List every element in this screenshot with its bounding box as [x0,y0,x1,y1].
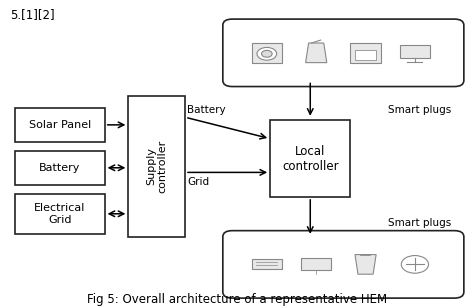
Text: Grid: Grid [187,177,210,187]
Text: Battery: Battery [187,104,226,115]
FancyBboxPatch shape [355,50,376,60]
FancyBboxPatch shape [252,43,282,63]
FancyBboxPatch shape [252,259,282,269]
Circle shape [262,51,272,57]
Text: Solar Panel: Solar Panel [28,120,91,130]
FancyBboxPatch shape [301,258,331,270]
FancyBboxPatch shape [400,45,430,58]
Circle shape [401,256,428,273]
FancyBboxPatch shape [15,108,105,142]
FancyBboxPatch shape [223,231,464,298]
Text: Supply
controller: Supply controller [146,140,167,193]
Text: Local
controller: Local controller [282,144,338,172]
FancyBboxPatch shape [15,194,105,234]
Text: Electrical
Grid: Electrical Grid [34,203,85,225]
Polygon shape [306,43,327,63]
Polygon shape [355,255,376,274]
FancyBboxPatch shape [15,151,105,185]
FancyBboxPatch shape [223,19,464,87]
Text: Battery: Battery [39,163,81,173]
FancyBboxPatch shape [128,96,185,237]
FancyBboxPatch shape [350,43,381,63]
Circle shape [257,47,277,60]
Text: Fig 5: Overall architecture of a representative HEM: Fig 5: Overall architecture of a represe… [87,293,387,306]
Text: Smart plugs: Smart plugs [388,104,452,115]
Text: Smart plugs: Smart plugs [388,218,452,228]
Text: 5.[1][2]: 5.[1][2] [10,8,55,21]
FancyBboxPatch shape [270,120,350,197]
